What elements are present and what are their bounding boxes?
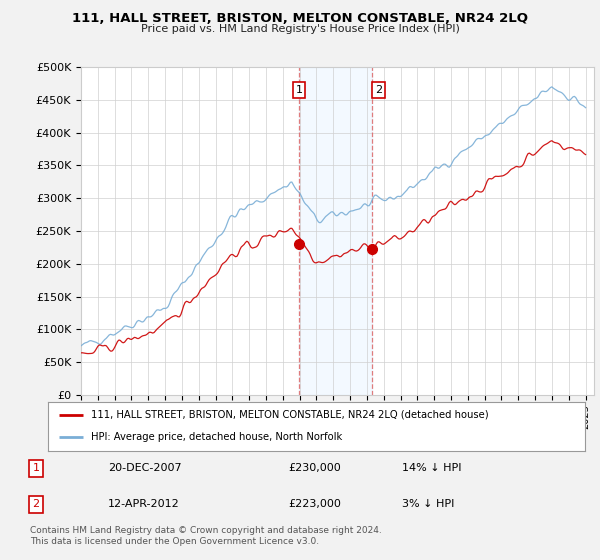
Text: HPI: Average price, detached house, North Norfolk: HPI: Average price, detached house, Nort… <box>91 432 342 442</box>
Bar <box>299 67 371 395</box>
Text: 111, HALL STREET, BRISTON, MELTON CONSTABLE, NR24 2LQ: 111, HALL STREET, BRISTON, MELTON CONSTA… <box>72 12 528 25</box>
Text: 1: 1 <box>296 85 302 95</box>
Text: Price paid vs. HM Land Registry's House Price Index (HPI): Price paid vs. HM Land Registry's House … <box>140 24 460 34</box>
Text: 12-APR-2012: 12-APR-2012 <box>108 500 180 509</box>
Text: 111, HALL STREET, BRISTON, MELTON CONSTABLE, NR24 2LQ (detached house): 111, HALL STREET, BRISTON, MELTON CONSTA… <box>91 410 488 420</box>
Text: 3% ↓ HPI: 3% ↓ HPI <box>402 500 454 509</box>
Text: Contains HM Land Registry data © Crown copyright and database right 2024.
This d: Contains HM Land Registry data © Crown c… <box>30 526 382 546</box>
Text: 20-DEC-2007: 20-DEC-2007 <box>108 464 182 473</box>
Text: 14% ↓ HPI: 14% ↓ HPI <box>402 464 461 473</box>
Text: 2: 2 <box>32 500 40 509</box>
Text: £223,000: £223,000 <box>288 500 341 509</box>
Text: £230,000: £230,000 <box>288 464 341 473</box>
Text: 1: 1 <box>32 464 40 473</box>
Text: 2: 2 <box>375 85 382 95</box>
